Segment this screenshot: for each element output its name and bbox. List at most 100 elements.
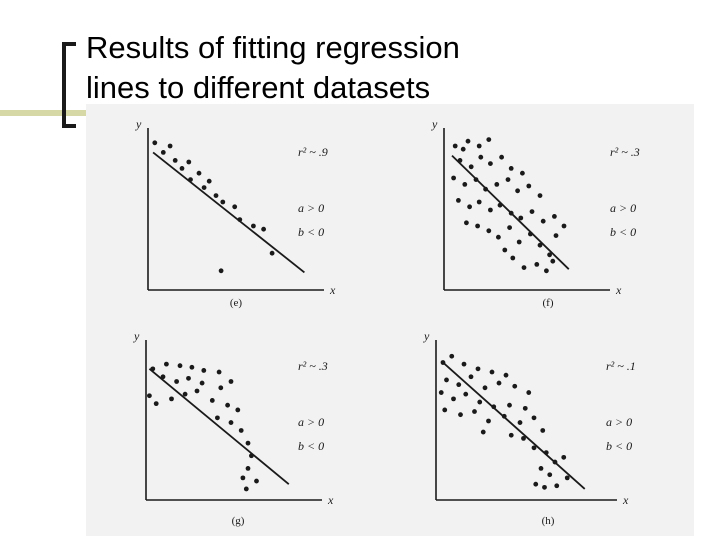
data-point (465, 138, 471, 144)
annotation: r² ~ .3 (298, 359, 328, 373)
data-point (505, 177, 511, 182)
data-point (518, 215, 524, 221)
data-point (497, 202, 503, 208)
annotation: a > 0 (298, 415, 324, 429)
x-axis-label: x (327, 493, 334, 507)
data-point (201, 185, 207, 190)
data-point (215, 415, 220, 421)
data-point (463, 391, 469, 397)
data-point (468, 374, 474, 380)
data-point (237, 217, 243, 222)
data-point (464, 220, 469, 226)
data-point (186, 159, 192, 165)
data-point (526, 183, 532, 189)
data-point (442, 407, 448, 413)
data-point (522, 405, 528, 411)
data-point (496, 234, 501, 240)
data-point (440, 360, 446, 365)
data-point (240, 475, 246, 481)
data-point (508, 432, 514, 438)
data-point (528, 231, 533, 237)
data-point (501, 413, 507, 419)
data-point (152, 140, 158, 146)
data-point (510, 255, 516, 261)
data-point (478, 154, 484, 160)
data-point (451, 175, 456, 181)
annotation: r² ~ .9 (298, 145, 328, 159)
data-point (488, 161, 493, 166)
data-point (449, 353, 455, 359)
data-point (238, 428, 244, 433)
panel-label: (g) (232, 515, 245, 527)
data-point (477, 399, 483, 405)
data-point (182, 391, 188, 397)
data-point (228, 379, 234, 384)
data-point (476, 143, 482, 149)
data-point (235, 407, 241, 413)
annotation: b < 0 (606, 439, 632, 453)
data-point (499, 154, 504, 160)
data-point (534, 262, 540, 267)
data-point (186, 375, 191, 381)
y-axis-label: y (135, 117, 142, 131)
data-point (452, 143, 458, 149)
data-point (194, 388, 200, 394)
data-point (520, 170, 525, 176)
x-axis-label: x (329, 283, 336, 297)
regression-line (440, 360, 586, 490)
data-point (564, 475, 570, 481)
data-point (543, 450, 549, 455)
data-point (540, 218, 546, 224)
data-point (508, 210, 514, 216)
data-point (228, 420, 234, 425)
data-point (544, 268, 549, 274)
data-point (526, 390, 532, 395)
data-point (209, 398, 215, 403)
data-point (150, 366, 156, 372)
data-point (554, 483, 560, 489)
data-point (249, 453, 254, 459)
annotation: b < 0 (298, 225, 324, 239)
regression-plots: y x (e) r² ~ .9 a > 0 b < 0 y x (f) r² ~ .3 a > 0 b… (133, 117, 640, 527)
data-point (269, 250, 275, 256)
data-point (538, 466, 544, 471)
data-point (199, 380, 205, 386)
data-point (467, 204, 472, 210)
data-point (160, 374, 166, 380)
data-point (213, 193, 219, 198)
data-point (456, 382, 462, 388)
data-point (502, 247, 508, 253)
regression-line (152, 151, 305, 274)
data-point (218, 385, 224, 391)
data-point (521, 265, 527, 270)
data-point (494, 182, 500, 187)
data-point (164, 361, 169, 367)
data-point (517, 420, 523, 425)
data-point (196, 170, 202, 176)
data-point (461, 361, 467, 367)
data-point (261, 226, 266, 232)
data-point (188, 177, 193, 182)
data-point (516, 239, 522, 245)
data-point (553, 233, 559, 239)
data-point (507, 402, 512, 408)
data-point (496, 380, 502, 386)
data-point (220, 199, 226, 205)
x-axis-label: x (622, 493, 629, 507)
data-point (147, 393, 152, 399)
title-bracket (62, 42, 76, 128)
data-point (438, 390, 444, 395)
data-point (451, 396, 456, 402)
annotation: a > 0 (606, 415, 632, 429)
annotation: b < 0 (298, 439, 324, 453)
accent-bar (0, 110, 90, 116)
data-point (251, 223, 256, 229)
data-point (475, 223, 480, 229)
data-point (529, 209, 535, 214)
data-point (521, 435, 526, 441)
data-point (489, 369, 495, 375)
data-point (507, 225, 512, 230)
annotation: a > 0 (298, 201, 324, 215)
data-point (503, 372, 509, 378)
data-point (254, 478, 259, 484)
